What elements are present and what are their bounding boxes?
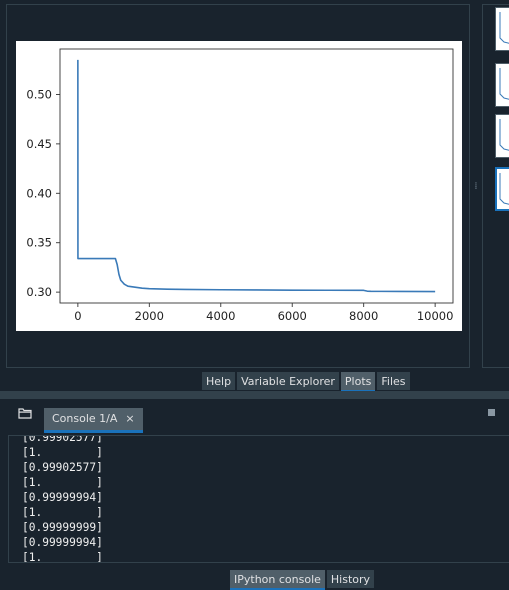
y-tick-label: 0.35: [26, 236, 52, 250]
splitter-handle-icon[interactable]: ⁞: [474, 181, 478, 192]
plot-svg: 0 2000 4000 6000 8000 10000 0.30 0.35 0.40 0.45 0.…: [26, 48, 454, 323]
console-lines: [0.99902577] [1. ] [0.99902577] [1. ] [0…: [22, 435, 103, 563]
x-tick-label: 0: [74, 309, 81, 323]
y-tick-label: 0.50: [26, 87, 52, 101]
series-line-1: [77, 59, 436, 293]
y-tick-label: 0.30: [26, 285, 52, 299]
stop-icon[interactable]: [488, 409, 495, 416]
x-tick-label: 2000: [135, 309, 164, 323]
thumbnail-line-icon: [499, 173, 509, 205]
thumbnail-line-icon: [499, 119, 509, 151]
x-tick-label: 6000: [278, 309, 307, 323]
console-header: Console 1/A ×: [0, 399, 509, 435]
close-icon[interactable]: ×: [125, 412, 135, 425]
tab-ipython-console[interactable]: IPython console: [230, 570, 325, 590]
tab-history[interactable]: History: [326, 570, 375, 588]
thumbnail-line-icon: [499, 68, 509, 100]
x-tick-label: 4000: [206, 309, 235, 323]
plots-pane-tabbar: Help Variable Explorer Plots Files: [202, 372, 410, 392]
tab-help[interactable]: Help: [202, 372, 236, 390]
tab-plots[interactable]: Plots: [340, 372, 376, 392]
thumbnail-line-icon: [499, 12, 509, 44]
y-tick-label: 0.45: [26, 137, 52, 151]
x-tick-label: 10000: [417, 309, 454, 323]
console-pane-tabbar: IPython console History: [230, 570, 375, 590]
plot-thumbnail-4-selected[interactable]: [495, 167, 509, 211]
tab-files[interactable]: Files: [377, 372, 410, 390]
tab-variable-explorer[interactable]: Variable Explorer: [237, 372, 339, 390]
console-tab-label: Console 1/A: [52, 412, 118, 425]
plot-thumbnail-2[interactable]: [495, 63, 509, 107]
pane-splitter[interactable]: [0, 391, 509, 399]
y-tick-label: 0.40: [26, 186, 52, 200]
plot-thumbnail-1[interactable]: [495, 7, 509, 51]
plot-thumbnail-3[interactable]: [495, 114, 509, 158]
plot-thumbnails: [482, 4, 509, 368]
x-tick-label: 8000: [349, 309, 378, 323]
console-output[interactable]: [0.99902577] [1. ] [0.99902577] [1. ] [0…: [8, 435, 509, 563]
axes-frame: [59, 48, 454, 304]
tab-console-1a[interactable]: Console 1/A ×: [44, 408, 143, 433]
folder-icon[interactable]: [18, 408, 32, 419]
plot-canvas[interactable]: 0 2000 4000 6000 8000 10000 0.30 0.35 0.40 0.45 0.…: [16, 41, 462, 331]
